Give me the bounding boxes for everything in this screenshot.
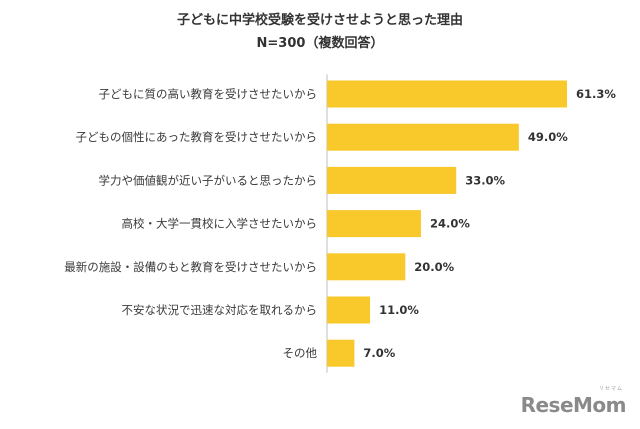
value-label: 24.0%: [430, 217, 470, 231]
value-label: 49.0%: [528, 130, 568, 144]
watermark-subtext: リセマム: [598, 386, 623, 392]
value-label: 20.0%: [414, 260, 454, 274]
category-label: 学力や価値観が近い子がいると思ったから: [99, 173, 318, 187]
value-label: 33.0%: [465, 173, 505, 187]
category-label: 最新の施設・設備のもと教育を受けさせたいから: [64, 260, 317, 274]
bar: [327, 80, 567, 108]
category-label: 高校・大学一貫校に入学させたいから: [122, 217, 318, 231]
value-label: 61.3%: [576, 87, 616, 101]
category-label: 子どもの個性にあった教育を受けさせたいから: [76, 130, 318, 144]
bar: [327, 296, 371, 324]
bar: [327, 210, 421, 238]
category-label: 子どもに質の高い教育を受けさせたいから: [99, 87, 318, 101]
chart-subtitle: N=300（複数回答）: [256, 36, 384, 51]
chart-title: 子どもに中学校受験を受けさせようと思った理由: [176, 13, 463, 28]
bar: [327, 166, 457, 194]
bar: [327, 253, 406, 281]
bar: [327, 339, 355, 367]
watermark-logo: ReseMom: [520, 393, 627, 417]
bar: [327, 123, 519, 151]
category-label: その他: [283, 346, 318, 360]
value-label: 11.0%: [379, 303, 419, 317]
category-label: 不安な状況で迅速な対応を取れるから: [122, 303, 318, 317]
value-label: 7.0%: [363, 346, 395, 360]
